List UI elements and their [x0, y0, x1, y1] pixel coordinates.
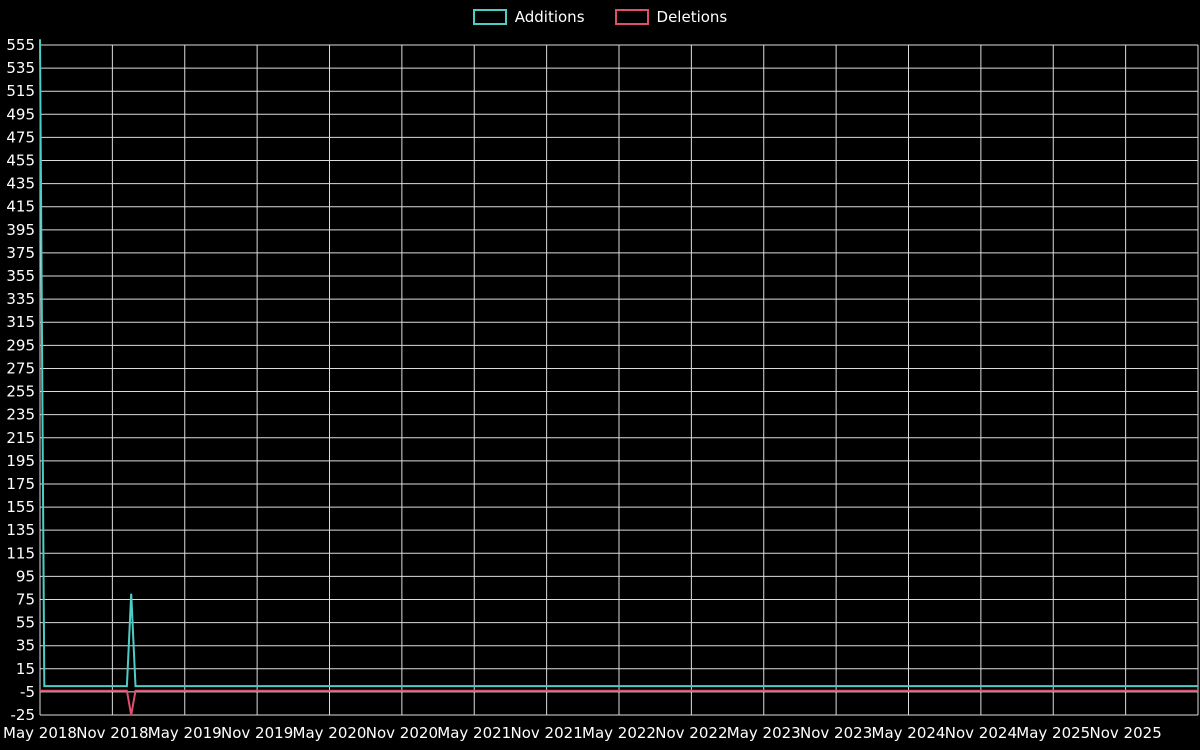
- svg-text:Nov 2024: Nov 2024: [945, 724, 1017, 742]
- legend-item-additions[interactable]: Additions: [472, 8, 585, 26]
- x-axis-labels: May 2018 Nov 2018 May 2019 Nov 2019 May 2020…: [3, 724, 1162, 742]
- svg-text:Nov 2025: Nov 2025: [1090, 724, 1162, 742]
- legend-item-deletions[interactable]: Deletions: [614, 8, 728, 26]
- svg-text:495: 495: [6, 105, 35, 123]
- svg-text:May 2018: May 2018: [3, 724, 77, 742]
- svg-text:215: 215: [6, 429, 35, 447]
- svg-text:455: 455: [6, 152, 35, 170]
- svg-text:Nov 2023: Nov 2023: [800, 724, 872, 742]
- svg-text:May 2019: May 2019: [148, 724, 222, 742]
- svg-text:May 2020: May 2020: [293, 724, 367, 742]
- svg-text:Nov 2021: Nov 2021: [511, 724, 583, 742]
- svg-text:195: 195: [6, 452, 35, 470]
- svg-text:Nov 2019: Nov 2019: [221, 724, 293, 742]
- svg-text:135: 135: [6, 521, 35, 539]
- svg-text:255: 255: [6, 383, 35, 401]
- svg-text:May 2025: May 2025: [1016, 724, 1090, 742]
- grid-lines: [39, 44, 1199, 716]
- svg-text:May 2021: May 2021: [437, 724, 511, 742]
- svg-text:Nov 2018: Nov 2018: [76, 724, 148, 742]
- svg-text:375: 375: [6, 244, 35, 262]
- svg-text:35: 35: [16, 637, 35, 655]
- svg-text:275: 275: [6, 359, 35, 377]
- svg-text:535: 535: [6, 59, 35, 77]
- svg-text:55: 55: [16, 614, 35, 632]
- svg-text:May 2024: May 2024: [872, 724, 946, 742]
- svg-text:435: 435: [6, 175, 35, 193]
- svg-text:Nov 2022: Nov 2022: [655, 724, 727, 742]
- svg-text:15: 15: [16, 660, 35, 678]
- svg-text:Nov 2020: Nov 2020: [366, 724, 438, 742]
- svg-text:355: 355: [6, 267, 35, 285]
- svg-text:395: 395: [6, 221, 35, 239]
- svg-text:555: 555: [6, 36, 35, 54]
- deletions-swatch-icon: [614, 9, 649, 25]
- additions-swatch-icon: [472, 9, 507, 25]
- deletions-legend-label: Deletions: [656, 8, 728, 26]
- svg-text:335: 335: [6, 290, 35, 308]
- svg-text:75: 75: [16, 590, 35, 608]
- svg-text:295: 295: [6, 336, 35, 354]
- chart-legend: Additions Deletions: [0, 8, 1200, 26]
- svg-text:415: 415: [6, 198, 35, 216]
- svg-text:-5: -5: [20, 683, 35, 701]
- series-line-deletions: [40, 689, 1198, 716]
- series-lines: [39, 39, 1198, 716]
- svg-text:May 2022: May 2022: [582, 724, 656, 742]
- svg-text:175: 175: [6, 475, 35, 493]
- svg-text:155: 155: [6, 498, 35, 516]
- svg-text:315: 315: [6, 313, 35, 331]
- svg-text:235: 235: [6, 406, 35, 424]
- svg-text:-25: -25: [11, 706, 36, 724]
- svg-text:May 2023: May 2023: [727, 724, 801, 742]
- additions-legend-label: Additions: [514, 8, 585, 26]
- series-line-additions: [39, 39, 1198, 688]
- svg-text:515: 515: [6, 82, 35, 100]
- svg-text:95: 95: [16, 567, 35, 585]
- svg-text:115: 115: [6, 544, 35, 562]
- y-axis-labels: 555 535 515 495 475 455 435 415 395 375 355 335 315 2…: [6, 36, 35, 724]
- svg-text:475: 475: [6, 128, 35, 146]
